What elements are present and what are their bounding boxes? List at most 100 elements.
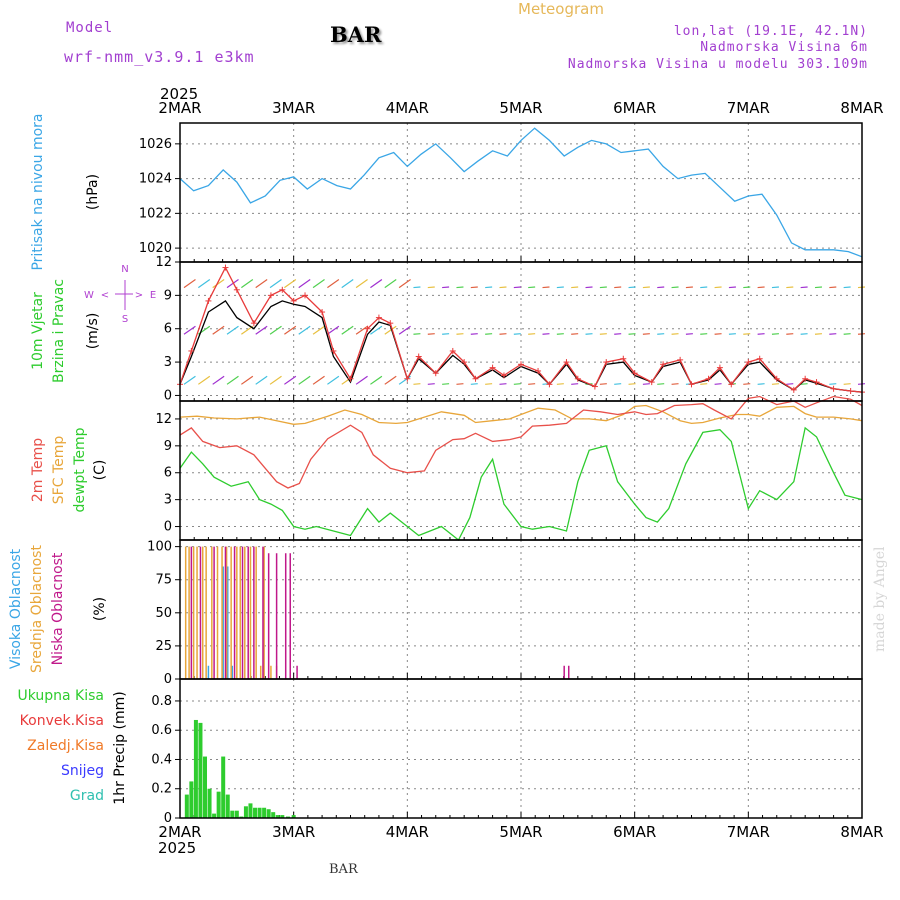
- wind-barb: [298, 375, 311, 385]
- wind-barb: [413, 333, 421, 335]
- wind-barb: [427, 333, 435, 335]
- wind-barb: [327, 375, 340, 385]
- wind-barb: [728, 333, 736, 335]
- model-label: Model: [66, 20, 114, 36]
- wind-barb: [528, 383, 536, 385]
- y-tick-label: 1026: [139, 137, 172, 152]
- wind-barb: [786, 383, 794, 385]
- wind-barb: [614, 333, 622, 335]
- wind-barb: [714, 286, 722, 289]
- wind-barb: [442, 383, 450, 385]
- wind-barb: [370, 375, 383, 385]
- compass-west: W: [84, 290, 94, 301]
- precip-bar: [216, 791, 221, 818]
- precip-bar: [275, 815, 280, 818]
- bottom-date-label: 3MAR: [272, 823, 315, 841]
- y-tick-label: 25: [155, 639, 172, 654]
- wind-barb: [413, 286, 421, 289]
- wind-barb: [657, 333, 665, 335]
- wind-barb: [312, 375, 325, 385]
- wind-barb: [628, 333, 636, 335]
- wind-barb: [628, 286, 636, 289]
- precip-bar: [271, 812, 276, 818]
- wind-barb: [341, 279, 354, 289]
- wind-barb: [327, 279, 340, 289]
- wind-barb: [743, 286, 751, 289]
- wind-barb: [642, 286, 650, 289]
- y-tick-label: 12: [155, 412, 172, 427]
- y-tick-label: 0: [164, 672, 172, 687]
- wind-barb: [671, 286, 679, 289]
- temp-unit-label: (C): [92, 460, 108, 481]
- wind-barb: [355, 279, 368, 289]
- wind-barb: [771, 286, 779, 289]
- wind-barb: [542, 333, 550, 335]
- wind-barb: [197, 375, 211, 385]
- wind-barb: [413, 383, 421, 385]
- cloud-unit-label: (%): [92, 597, 108, 621]
- precip-bar: [230, 810, 235, 818]
- wind-barb: [456, 286, 464, 289]
- wind-barb: [599, 286, 607, 289]
- wind-barb: [513, 333, 521, 335]
- top-year: 2025: [160, 85, 198, 103]
- precip-bar: [221, 756, 226, 818]
- wind-barb: [513, 286, 521, 289]
- wind-barb: [628, 383, 636, 385]
- altitude-info: Nadmorska Visina 6m: [700, 40, 868, 55]
- wind-barb: [671, 333, 679, 335]
- wind-barb: [485, 286, 493, 289]
- top-date-label: 8MAR: [840, 99, 883, 117]
- wind-barb: [398, 325, 411, 335]
- temp-2m-label: 2m Temp: [30, 438, 46, 502]
- wind-barb: [269, 375, 282, 385]
- y-tick-label: 75: [155, 573, 172, 588]
- wind-barb: [757, 333, 765, 335]
- wind-barb: [829, 383, 837, 385]
- y-tick-label: 1022: [139, 206, 172, 221]
- precip-bar: [253, 807, 258, 818]
- precip-bar: [212, 813, 217, 818]
- bottom-date-label: 6MAR: [613, 823, 656, 841]
- temp-2m-line: [179, 395, 863, 489]
- wind-barb: [442, 286, 450, 289]
- wind-barb: [700, 333, 708, 335]
- wind-barb: [226, 375, 239, 385]
- wind-barb: [757, 383, 765, 385]
- bottom-date-label: 8MAR: [840, 823, 883, 841]
- dewpoint-line: [179, 426, 863, 542]
- bottom-date-label: 5MAR: [499, 823, 542, 841]
- wind-barb: [771, 383, 779, 385]
- wind-barb: [212, 375, 225, 385]
- wind-barb: [714, 383, 722, 385]
- wind-barb: [241, 325, 254, 335]
- precip-bar: [225, 794, 230, 818]
- wind-barb: [312, 325, 325, 335]
- wind-barb: [341, 325, 354, 335]
- wind-barb: [456, 333, 464, 335]
- wind-barb: [542, 286, 550, 289]
- wind-barb: [556, 333, 564, 335]
- wind-barb: [355, 375, 368, 385]
- wind-barb: [398, 279, 411, 289]
- wind-barb: [599, 333, 607, 335]
- wind-barb: [743, 383, 751, 385]
- cloud-mid-label: Srednja Oblacnost: [29, 545, 45, 673]
- y-tick-label: 50: [155, 606, 172, 621]
- model-name: wrf-nmm_v3.9.1 e3km: [64, 48, 255, 66]
- precip-bar: [189, 781, 194, 818]
- wind-barb: [212, 279, 225, 289]
- precip-bar: [280, 815, 285, 818]
- top-date-label: 4MAR: [386, 99, 429, 117]
- wind-barb: [183, 279, 196, 289]
- wind-barb: [614, 286, 622, 289]
- pressure-line: [179, 127, 863, 258]
- wind-barb: [269, 325, 282, 335]
- wind-barb: [571, 383, 579, 385]
- wind-barb: [427, 383, 435, 385]
- compass-left-arrow: <: [101, 290, 109, 301]
- snow-label: Snijeg: [61, 763, 104, 779]
- bottom-date-label: 2MAR: [158, 823, 201, 841]
- lonlat-info: lon,lat (19.1E, 42.1N): [673, 24, 868, 39]
